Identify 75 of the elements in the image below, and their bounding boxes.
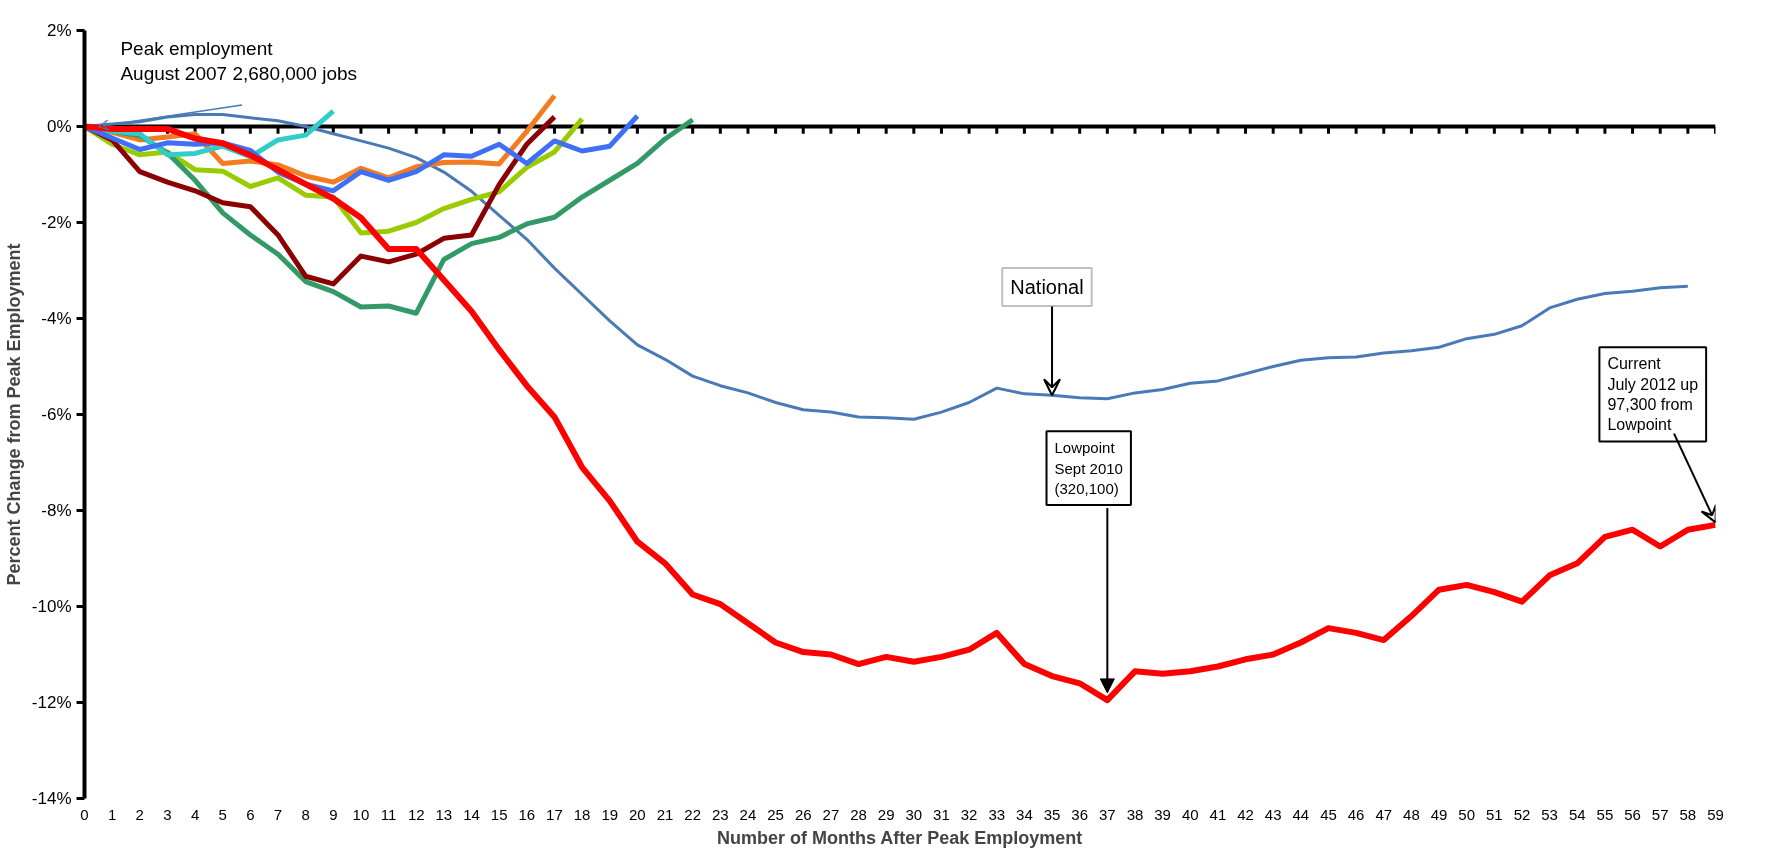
x-tick-label: 12	[407, 805, 425, 823]
x-tick-label: 10	[352, 805, 370, 823]
x-tick-label: 26	[794, 805, 812, 823]
x-axis-title: Number of Months After Peak Employment	[716, 827, 1083, 848]
y-tick-label: 2%	[46, 21, 72, 40]
x-tick-label: 59	[1707, 805, 1724, 823]
x-tick-label: 49	[1430, 805, 1448, 823]
x-tick-label: 43	[1264, 805, 1282, 823]
x-tick-label: 56	[1624, 805, 1641, 823]
x-tick-label: 32	[960, 805, 978, 823]
x-tick-label: 57	[1651, 805, 1669, 823]
y-tick-label: -6%	[41, 405, 72, 424]
x-tick-label: 29	[877, 805, 895, 823]
x-tick-label: 9	[329, 805, 338, 823]
y-tick-label: -14%	[31, 789, 72, 808]
x-tick-label: 8	[301, 805, 310, 823]
x-tick-label: 4	[190, 805, 200, 823]
y-tick-label: 0%	[46, 117, 72, 136]
x-tick-label: 55	[1596, 805, 1614, 823]
x-tick-label: 7	[273, 805, 283, 823]
y-axis-title: Percent Change from Peak Employment	[3, 243, 24, 586]
y-tick-label: -12%	[31, 693, 72, 712]
x-tick-label: 44	[1292, 805, 1310, 823]
x-tick-label: 17	[546, 805, 563, 823]
x-tick-label: 51	[1486, 805, 1503, 823]
x-tick-label: 52	[1513, 805, 1531, 823]
y-tick-label: -2%	[41, 213, 72, 232]
annotation: Current July 2012 up 97,300 from Lowpoint	[1607, 355, 1699, 434]
y-tick-label: -10%	[31, 597, 72, 616]
x-tick-label: 11	[380, 805, 397, 823]
x-tick-label: 28	[850, 805, 867, 823]
x-tick-label: 38	[1126, 805, 1144, 823]
x-tick-label: 31	[933, 805, 950, 823]
x-tick-label: 47	[1375, 805, 1393, 823]
x-tick-label: 30	[905, 805, 923, 823]
x-tick-label: 50	[1458, 805, 1476, 823]
y-tick-label: -4%	[41, 309, 72, 328]
x-tick-label: 1	[107, 805, 117, 823]
x-tick-label: 39	[1154, 805, 1171, 823]
x-tick-label: 5	[218, 805, 227, 823]
x-tick-label: 18	[573, 805, 591, 823]
x-tick-label: 0	[80, 805, 89, 823]
x-tick-label: 45	[1320, 805, 1337, 823]
annotation: Peak employment August 2007 2,680,000 jobs	[120, 37, 358, 84]
x-tick-label: 21	[656, 805, 674, 823]
x-tick-label: 48	[1403, 805, 1420, 823]
x-tick-label: 3	[163, 805, 172, 823]
x-tick-label: 27	[822, 805, 840, 823]
x-tick-label: 53	[1541, 805, 1558, 823]
x-tick-label: 16	[518, 805, 536, 823]
annotation: National	[1010, 276, 1084, 299]
x-tick-label: 13	[435, 805, 453, 823]
x-tick-label: 14	[463, 805, 480, 823]
x-tick-label: 37	[1098, 805, 1116, 823]
x-tick-label: 46	[1347, 805, 1365, 823]
x-tick-label: 36	[1071, 805, 1089, 823]
x-tick-label: 33	[988, 805, 1006, 823]
x-tick-label: 2	[135, 805, 144, 823]
x-tick-label: 35	[1043, 805, 1061, 823]
x-tick-label: 20	[629, 805, 646, 823]
x-tick-label: 25	[767, 805, 784, 823]
x-tick-label: 40	[1181, 805, 1199, 823]
x-tick-label: 42	[1237, 805, 1254, 823]
x-tick-label: 34	[1016, 805, 1033, 823]
x-tick-label: 15	[490, 805, 508, 823]
x-tick-label: 24	[739, 805, 757, 823]
x-tick-label: 54	[1568, 805, 1586, 823]
x-tick-label: 6	[246, 805, 255, 823]
y-tick-label: -8%	[41, 501, 72, 520]
x-tick-label: 58	[1679, 805, 1697, 823]
annotation: Lowpoint Sept 2010 (320,100)	[1054, 439, 1123, 498]
x-tick-label: 41	[1209, 805, 1227, 823]
x-tick-label: 22	[684, 805, 702, 823]
x-tick-label: 23	[711, 805, 729, 823]
x-tick-label: 19	[601, 805, 619, 823]
